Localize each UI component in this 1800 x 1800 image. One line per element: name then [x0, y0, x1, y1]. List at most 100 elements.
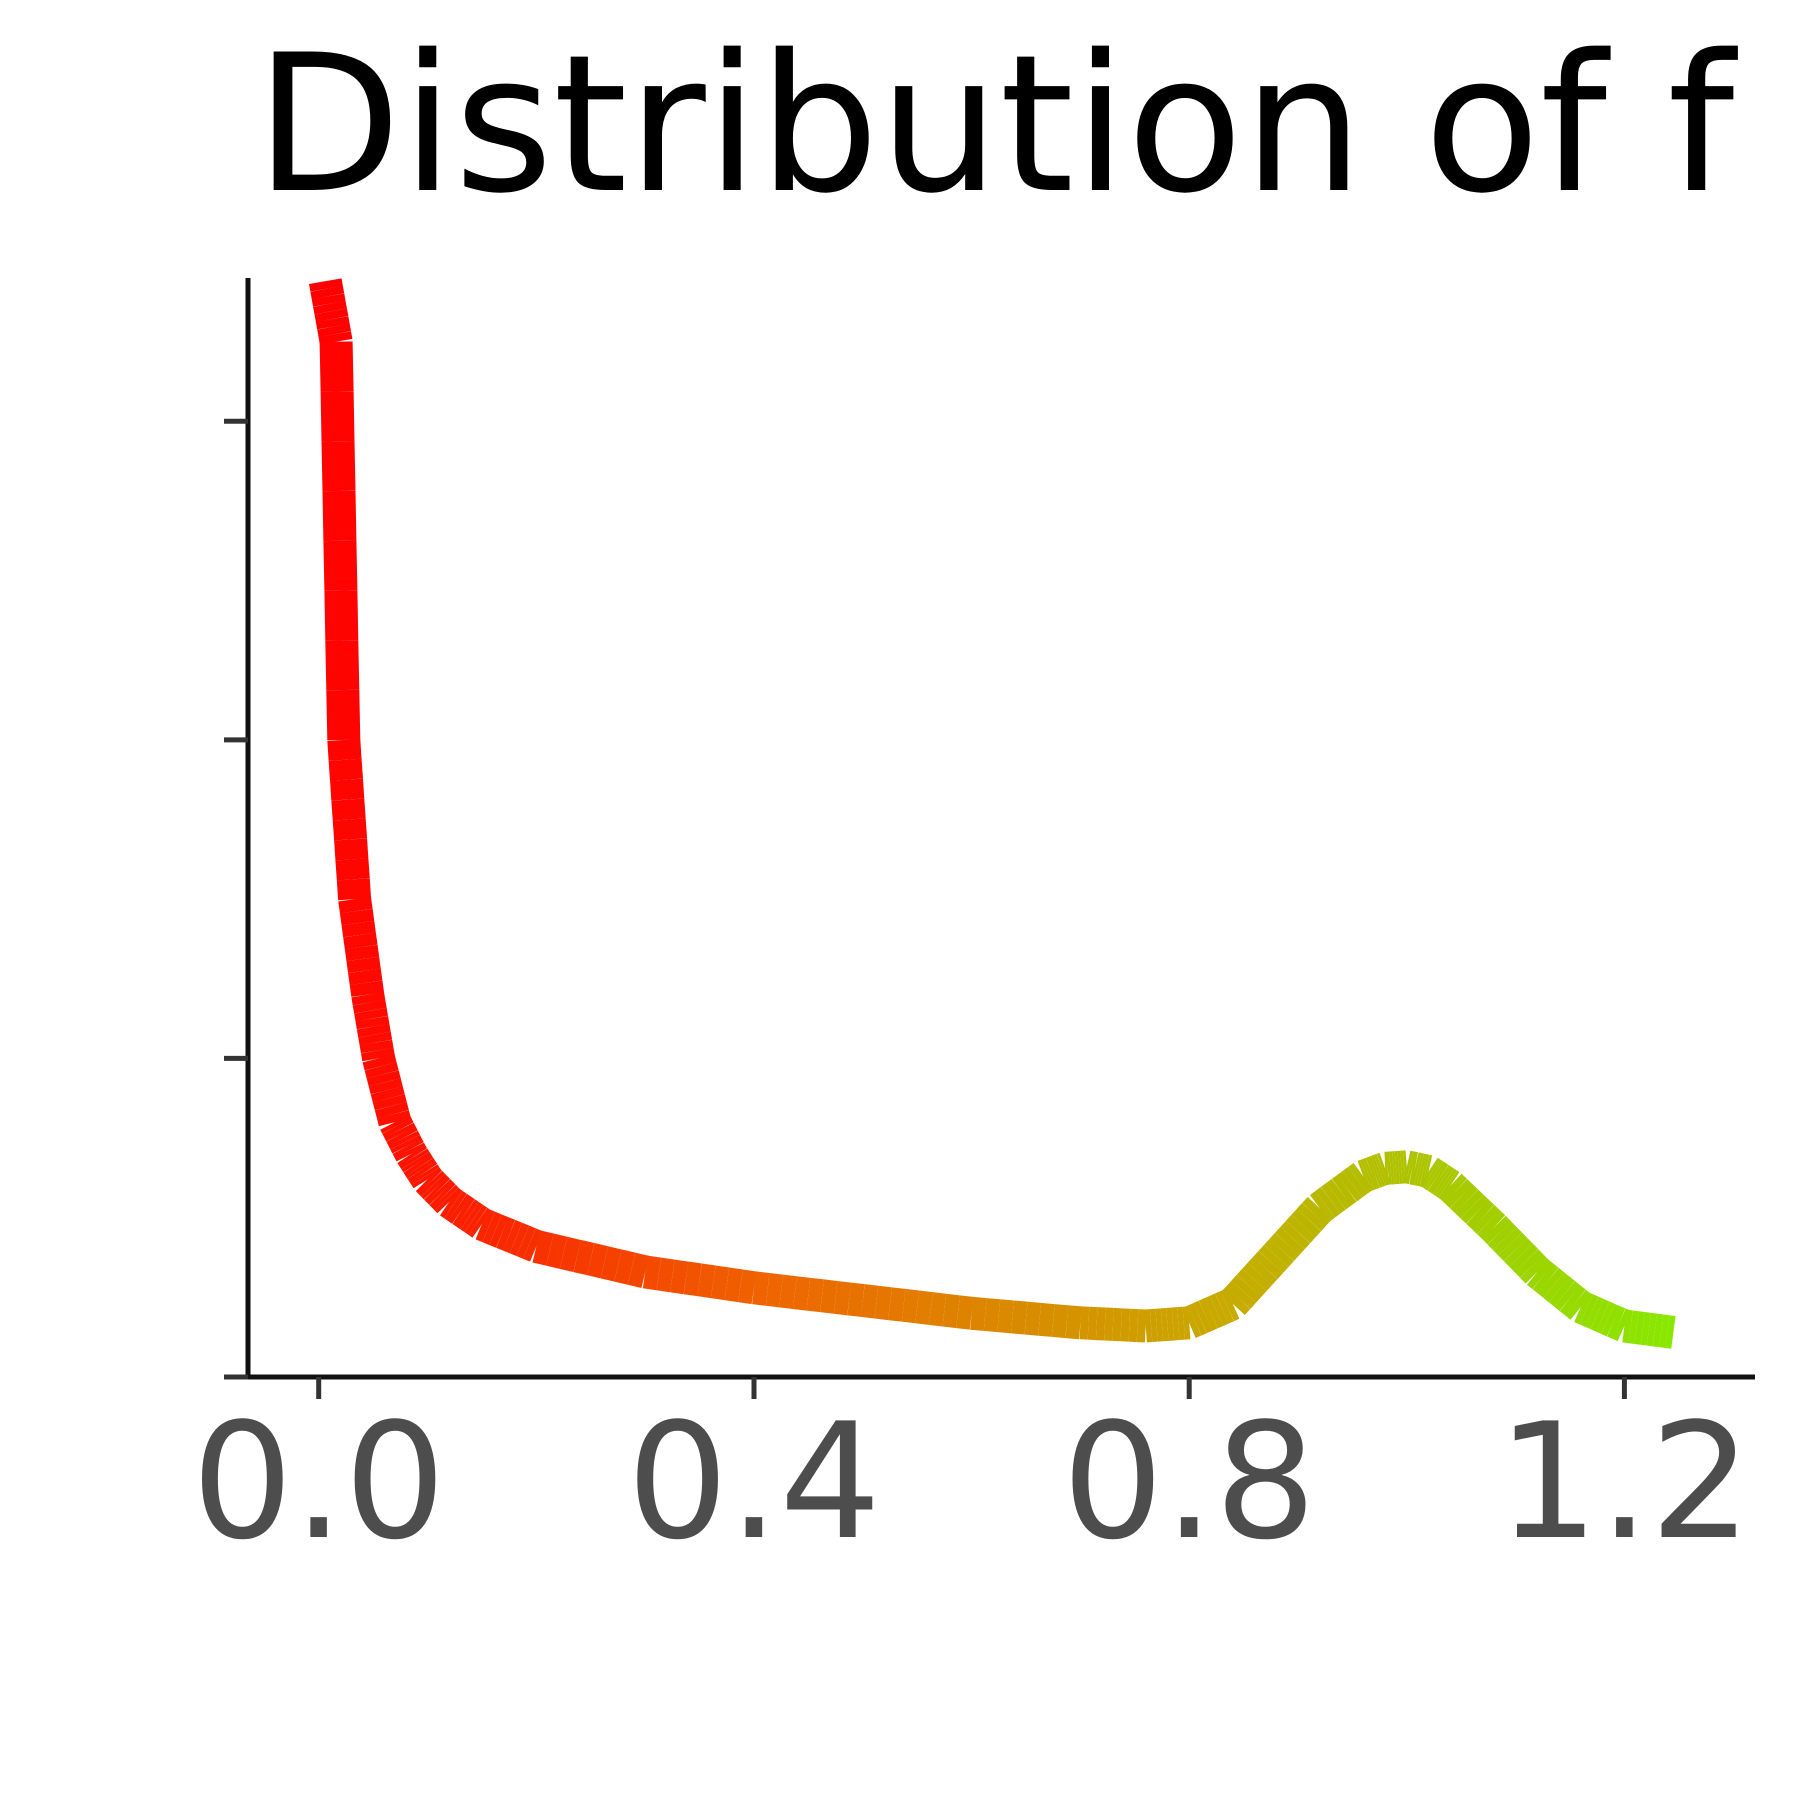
series-segment [559, 1236, 581, 1273]
series-segment [1455, 1189, 1484, 1219]
series-segment [1411, 1152, 1422, 1186]
series-segment [1296, 1203, 1327, 1232]
series-segment [1640, 1312, 1652, 1346]
series-segment [320, 391, 355, 442]
series-segment [448, 1193, 471, 1224]
series-segment [1302, 1196, 1332, 1226]
series-segment [724, 1267, 743, 1303]
series-segment [325, 640, 360, 691]
series-segment [642, 1255, 662, 1291]
series-segment [1051, 1304, 1069, 1339]
x-tick-label: 0.0 [191, 1388, 445, 1575]
series-segment [390, 1134, 422, 1154]
x-tick-label: 1.2 [1497, 1388, 1751, 1575]
series-segment [1414, 1152, 1424, 1186]
series-segment [1532, 1263, 1559, 1294]
series-segment [1460, 1194, 1489, 1224]
series-segment [656, 1257, 675, 1293]
series-segment [806, 1277, 824, 1313]
series-segment [1422, 1154, 1433, 1188]
series-segment [351, 992, 386, 1006]
series-segment [1247, 1256, 1278, 1286]
series-segment [1574, 1291, 1594, 1325]
series-segment [313, 300, 347, 315]
series-segment [1526, 1259, 1554, 1290]
series-segment [1285, 1215, 1316, 1244]
series-segment [336, 878, 372, 901]
series-segment [1438, 1170, 1460, 1200]
series-segment [1315, 1186, 1341, 1218]
series-segment [1360, 1158, 1375, 1191]
series-segment [360, 1047, 395, 1062]
series-segment [1548, 1276, 1575, 1307]
series-segment [1365, 1156, 1380, 1189]
series-segment [348, 968, 383, 986]
series-segment [1471, 1205, 1500, 1234]
chart-title: Distribution of f [255, 14, 1738, 235]
series-segment [335, 858, 370, 881]
series-segment [1565, 1289, 1592, 1320]
series-segment [1659, 1314, 1670, 1348]
series-segment [509, 1222, 529, 1257]
series-segment [341, 920, 376, 938]
series-segment [1601, 1303, 1621, 1337]
series-segment [1362, 1157, 1378, 1190]
series-segment [403, 1154, 434, 1176]
series-segment [1038, 1302, 1055, 1337]
series-segment [942, 1293, 960, 1329]
y-ticks [224, 418, 248, 1380]
series-segment [352, 999, 387, 1014]
series-segment [1422, 1159, 1444, 1189]
series-segment [1376, 1152, 1391, 1185]
series-segment [1309, 1190, 1336, 1222]
series-segment [310, 285, 345, 300]
series-segment [496, 1217, 516, 1251]
series-segment [380, 1114, 412, 1134]
series-segment [394, 1142, 426, 1162]
series-segment [983, 1298, 1001, 1333]
series-segment [323, 540, 358, 591]
x-tick-label: 0.4 [627, 1388, 881, 1575]
series-segment [1368, 1155, 1383, 1188]
series-segment [319, 341, 354, 392]
series-segment [546, 1233, 568, 1269]
series-segment [405, 1157, 436, 1179]
series-segment [444, 1190, 467, 1222]
series-segment [439, 1188, 463, 1219]
series-segment [1439, 1173, 1468, 1204]
series-segment [1231, 1274, 1262, 1303]
series-segment [1537, 1267, 1565, 1298]
series-segment [970, 1296, 987, 1331]
series-segment [1406, 1151, 1416, 1185]
series-segment [322, 490, 357, 542]
series-segment [309, 278, 343, 292]
series-segment [362, 1054, 397, 1071]
series-segment [332, 818, 368, 841]
series-line [309, 278, 1676, 1349]
series-segment [392, 1138, 424, 1158]
series-segment [1065, 1305, 1082, 1340]
series-segment [1274, 1226, 1305, 1256]
series-segment [364, 1062, 399, 1079]
series-segment [1612, 1308, 1632, 1342]
series-segment [669, 1259, 689, 1295]
series-segment [432, 1184, 459, 1211]
series-segment [1215, 1290, 1234, 1324]
series-segment [407, 1160, 438, 1183]
series-segment [366, 1070, 401, 1087]
series-segment [372, 1094, 407, 1111]
series-segment [600, 1246, 622, 1282]
series-segment [1419, 1154, 1430, 1188]
series-segment [1634, 1311, 1645, 1345]
series-segment [397, 1144, 428, 1167]
series-segment [1403, 1150, 1414, 1184]
series-segment [683, 1261, 702, 1297]
series-segment [358, 1031, 393, 1046]
series-segment [327, 738, 362, 761]
series-segment [489, 1214, 509, 1248]
series-segment [370, 1086, 405, 1103]
series-segment [1373, 1153, 1389, 1186]
series-segment [737, 1269, 757, 1305]
series-segment [374, 1102, 409, 1119]
